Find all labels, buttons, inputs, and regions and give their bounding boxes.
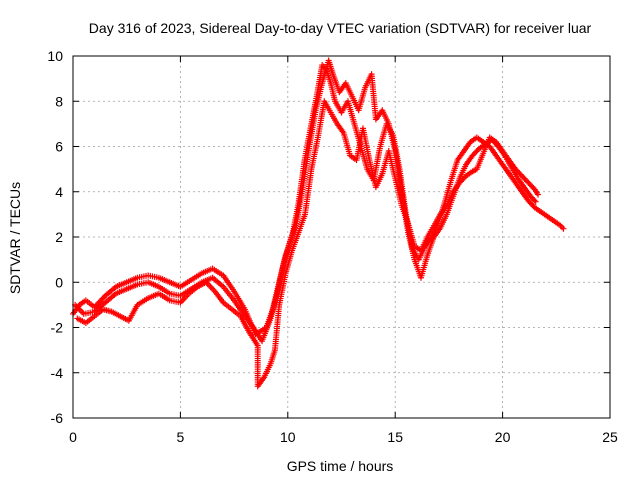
y-axis-label: SDTVAR / TECUs (7, 182, 23, 294)
x-tick-label: 25 (602, 429, 618, 445)
data-point (530, 185, 537, 192)
y-tick-label: 0 (55, 274, 63, 290)
y-tick-labels: -6 -4 -2 0 2 4 6 8 10 (47, 48, 63, 426)
y-tick-label: -6 (51, 410, 64, 426)
y-tick-label: -4 (51, 365, 64, 381)
y-tick-label: 2 (55, 229, 63, 245)
y-tick-label: -2 (51, 320, 64, 336)
x-tick-label: 15 (387, 429, 403, 445)
data-series (74, 98, 542, 390)
x-tick-label: 5 (177, 429, 185, 445)
plot-frame (72, 55, 611, 419)
x-tick-label: 0 (69, 429, 77, 445)
y-tick-label: 4 (55, 184, 63, 200)
y-tick-label: 6 (55, 139, 63, 155)
y-tick-label: 8 (55, 93, 63, 109)
x-tick-label: 20 (495, 429, 511, 445)
x-tick-label: 10 (280, 429, 296, 445)
data-point (531, 197, 538, 204)
x-axis-label: GPS time / hours (287, 458, 394, 474)
chart-title: Day 316 of 2023, Sidereal Day-to-day VTE… (89, 20, 592, 36)
grid (73, 56, 610, 418)
data-points (70, 57, 567, 390)
data-point (532, 198, 539, 205)
x-tick-labels: 0 5 10 15 20 25 (69, 429, 618, 445)
data-point (535, 191, 542, 198)
data-point (560, 225, 567, 232)
y-tick-label: 10 (47, 48, 63, 64)
